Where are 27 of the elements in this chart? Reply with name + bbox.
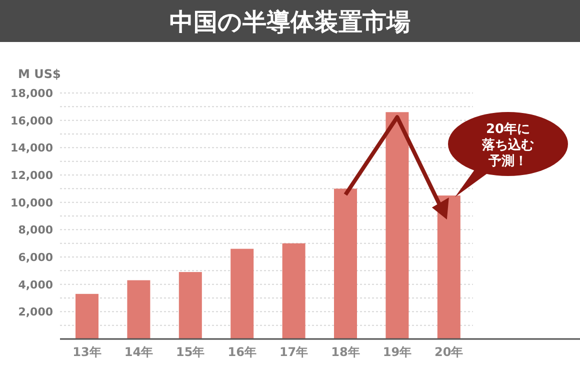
bar bbox=[334, 188, 357, 339]
x-tick-label: 19年 bbox=[382, 345, 412, 359]
chart-title: 中国の半導体装置市場 bbox=[170, 8, 410, 36]
y-tick-label: 16,000 bbox=[10, 114, 54, 128]
y-tick-label: 2,000 bbox=[18, 306, 54, 319]
x-tick-label: 17年 bbox=[279, 345, 308, 359]
x-tick-label: 14年 bbox=[124, 345, 154, 359]
text: 20年に落ち込む予測！ bbox=[481, 122, 534, 169]
y-axis-title: M US$ bbox=[18, 67, 61, 81]
y-tick-label: 4,000 bbox=[18, 278, 54, 292]
x-tick-label: 16年 bbox=[228, 345, 256, 359]
y-tick-label: 6,000 bbox=[18, 251, 54, 264]
x-tick-label: 20年 bbox=[434, 345, 464, 359]
x-tick-label: 18年 bbox=[331, 345, 360, 359]
bar bbox=[178, 272, 202, 339]
y-tick-label: 18,000 bbox=[10, 87, 54, 100]
y-tick-label: 14,000 bbox=[10, 142, 54, 155]
y-tick-label: 8,000 bbox=[18, 224, 54, 237]
y-tick-label: 10,000 bbox=[10, 196, 54, 210]
bar bbox=[127, 280, 150, 339]
x-tick-label: 15年 bbox=[176, 345, 205, 359]
bar bbox=[230, 248, 254, 339]
bar bbox=[386, 112, 409, 339]
bar bbox=[76, 294, 98, 339]
y-tick-label: 12,000 bbox=[10, 169, 54, 182]
x-tick-label: 13年 bbox=[72, 345, 102, 359]
bar bbox=[282, 243, 306, 339]
